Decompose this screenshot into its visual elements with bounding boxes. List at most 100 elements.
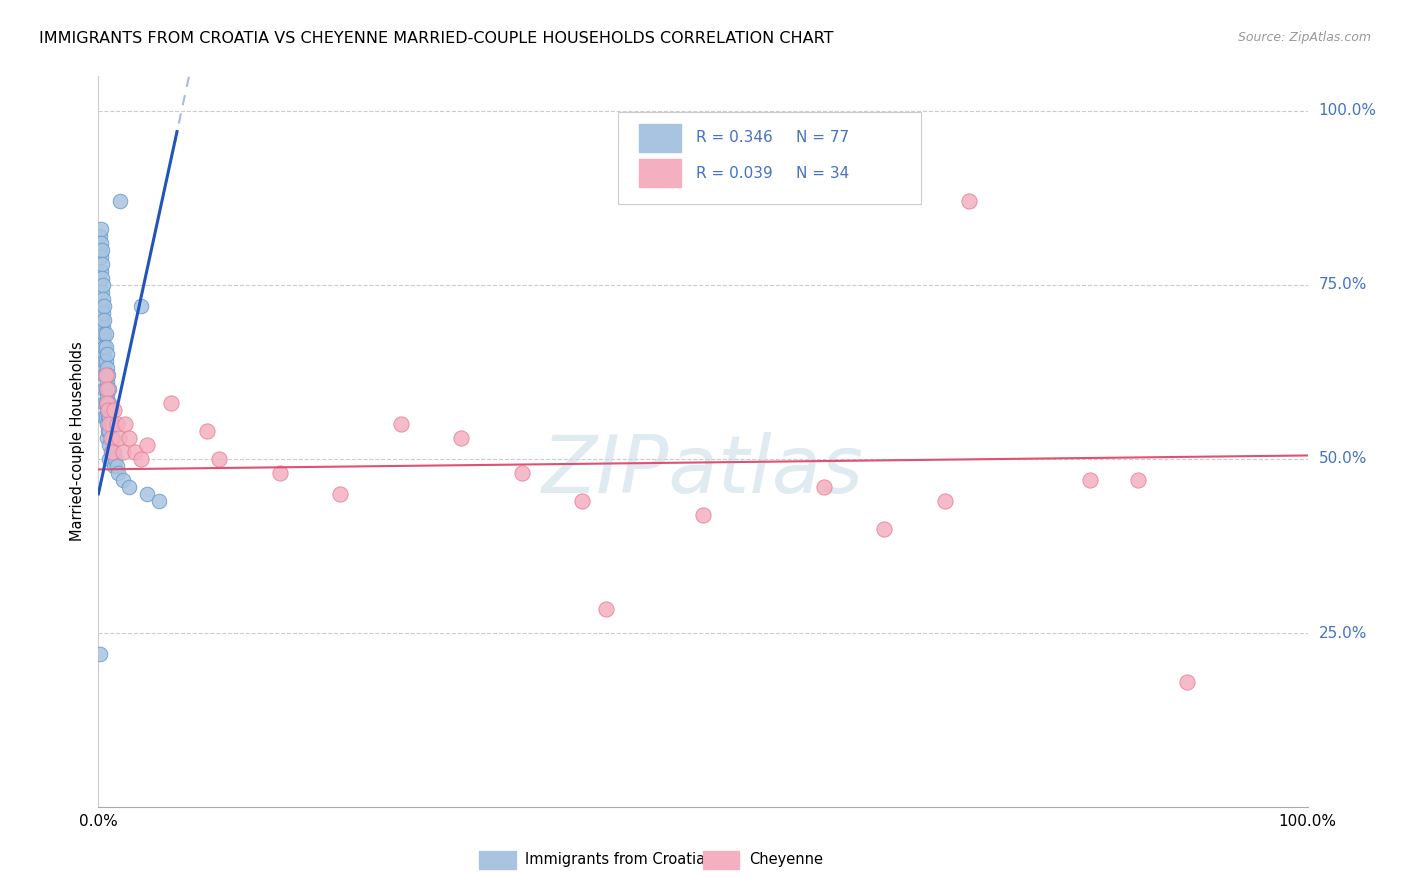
Point <box>129 452 152 467</box>
Point <box>813 480 835 494</box>
Point <box>98 417 121 431</box>
Bar <box>638 159 682 187</box>
Point <box>91 285 114 299</box>
Point <box>96 347 118 361</box>
Point <box>90 235 112 250</box>
Point <box>1128 473 1150 487</box>
Point <box>269 466 291 480</box>
Point <box>96 403 118 417</box>
Point <box>873 522 896 536</box>
Point <box>93 368 115 383</box>
Point <box>100 431 122 445</box>
Text: IMMIGRANTS FROM CROATIA VS CHEYENNE MARRIED-COUPLE HOUSEHOLDS CORRELATION CHART: IMMIGRANTS FROM CROATIA VS CHEYENNE MARR… <box>39 31 834 46</box>
Point <box>104 452 127 467</box>
Point <box>100 417 122 431</box>
Point <box>111 473 134 487</box>
Point <box>96 361 118 376</box>
Point <box>94 368 117 383</box>
Point <box>91 257 114 271</box>
Point <box>93 410 115 425</box>
Point <box>97 382 120 396</box>
Point <box>94 410 117 425</box>
Point <box>94 396 117 410</box>
Point <box>94 382 117 396</box>
Text: N = 77: N = 77 <box>796 130 849 145</box>
Point <box>108 194 131 209</box>
Point <box>96 382 118 396</box>
Point <box>105 458 128 473</box>
Point <box>94 341 117 355</box>
Point <box>91 347 114 361</box>
Text: 100.0%: 100.0% <box>1319 103 1376 118</box>
Point <box>118 480 141 494</box>
Point <box>957 194 980 209</box>
Point <box>91 299 114 313</box>
Point <box>93 354 115 368</box>
Bar <box>479 851 516 869</box>
Point <box>98 382 121 396</box>
Point <box>98 410 121 425</box>
Point <box>90 222 112 236</box>
Point <box>111 445 134 459</box>
Point <box>91 270 114 285</box>
Point <box>108 431 131 445</box>
Point <box>100 417 122 431</box>
Point <box>90 250 112 264</box>
Point <box>91 361 114 376</box>
Point <box>91 306 114 320</box>
Point <box>94 368 117 383</box>
Bar <box>703 851 740 869</box>
Point <box>97 396 120 410</box>
Point <box>96 376 118 390</box>
Point <box>89 229 111 244</box>
Point <box>114 417 136 431</box>
Point <box>90 264 112 278</box>
Point <box>208 452 231 467</box>
Point <box>96 389 118 403</box>
Point <box>93 382 115 396</box>
Point <box>97 424 120 438</box>
Point <box>692 508 714 522</box>
Point <box>135 487 157 501</box>
Text: R = 0.346: R = 0.346 <box>696 130 772 145</box>
Point <box>135 438 157 452</box>
Point <box>101 431 124 445</box>
Text: 75.0%: 75.0% <box>1319 277 1367 293</box>
Point <box>510 466 533 480</box>
Point <box>94 354 117 368</box>
Text: Source: ZipAtlas.com: Source: ZipAtlas.com <box>1237 31 1371 45</box>
Point <box>103 445 125 459</box>
Point <box>98 424 121 438</box>
Y-axis label: Married-couple Households: Married-couple Households <box>70 342 86 541</box>
Point <box>93 396 115 410</box>
Text: Immigrants from Croatia: Immigrants from Croatia <box>526 853 706 867</box>
Point <box>103 458 125 473</box>
Point <box>118 431 141 445</box>
Point <box>100 445 122 459</box>
Point <box>107 466 129 480</box>
Point <box>571 493 593 508</box>
Text: 25.0%: 25.0% <box>1319 625 1367 640</box>
Text: Cheyenne: Cheyenne <box>749 853 823 867</box>
Point <box>450 431 472 445</box>
Bar <box>638 124 682 152</box>
Point <box>100 445 122 459</box>
FancyBboxPatch shape <box>619 112 921 204</box>
Point <box>100 403 122 417</box>
Text: N = 34: N = 34 <box>796 166 849 180</box>
Point <box>98 396 121 410</box>
Point <box>129 299 152 313</box>
Point <box>97 410 120 425</box>
Point <box>124 445 146 459</box>
Point <box>91 326 114 341</box>
Point <box>96 396 118 410</box>
Text: R = 0.039: R = 0.039 <box>696 166 772 180</box>
Point <box>329 487 352 501</box>
Point <box>96 431 118 445</box>
Point <box>595 601 617 615</box>
Point <box>105 417 128 431</box>
Point <box>91 341 114 355</box>
Point <box>97 403 120 417</box>
Point <box>98 438 121 452</box>
Point <box>93 341 115 355</box>
